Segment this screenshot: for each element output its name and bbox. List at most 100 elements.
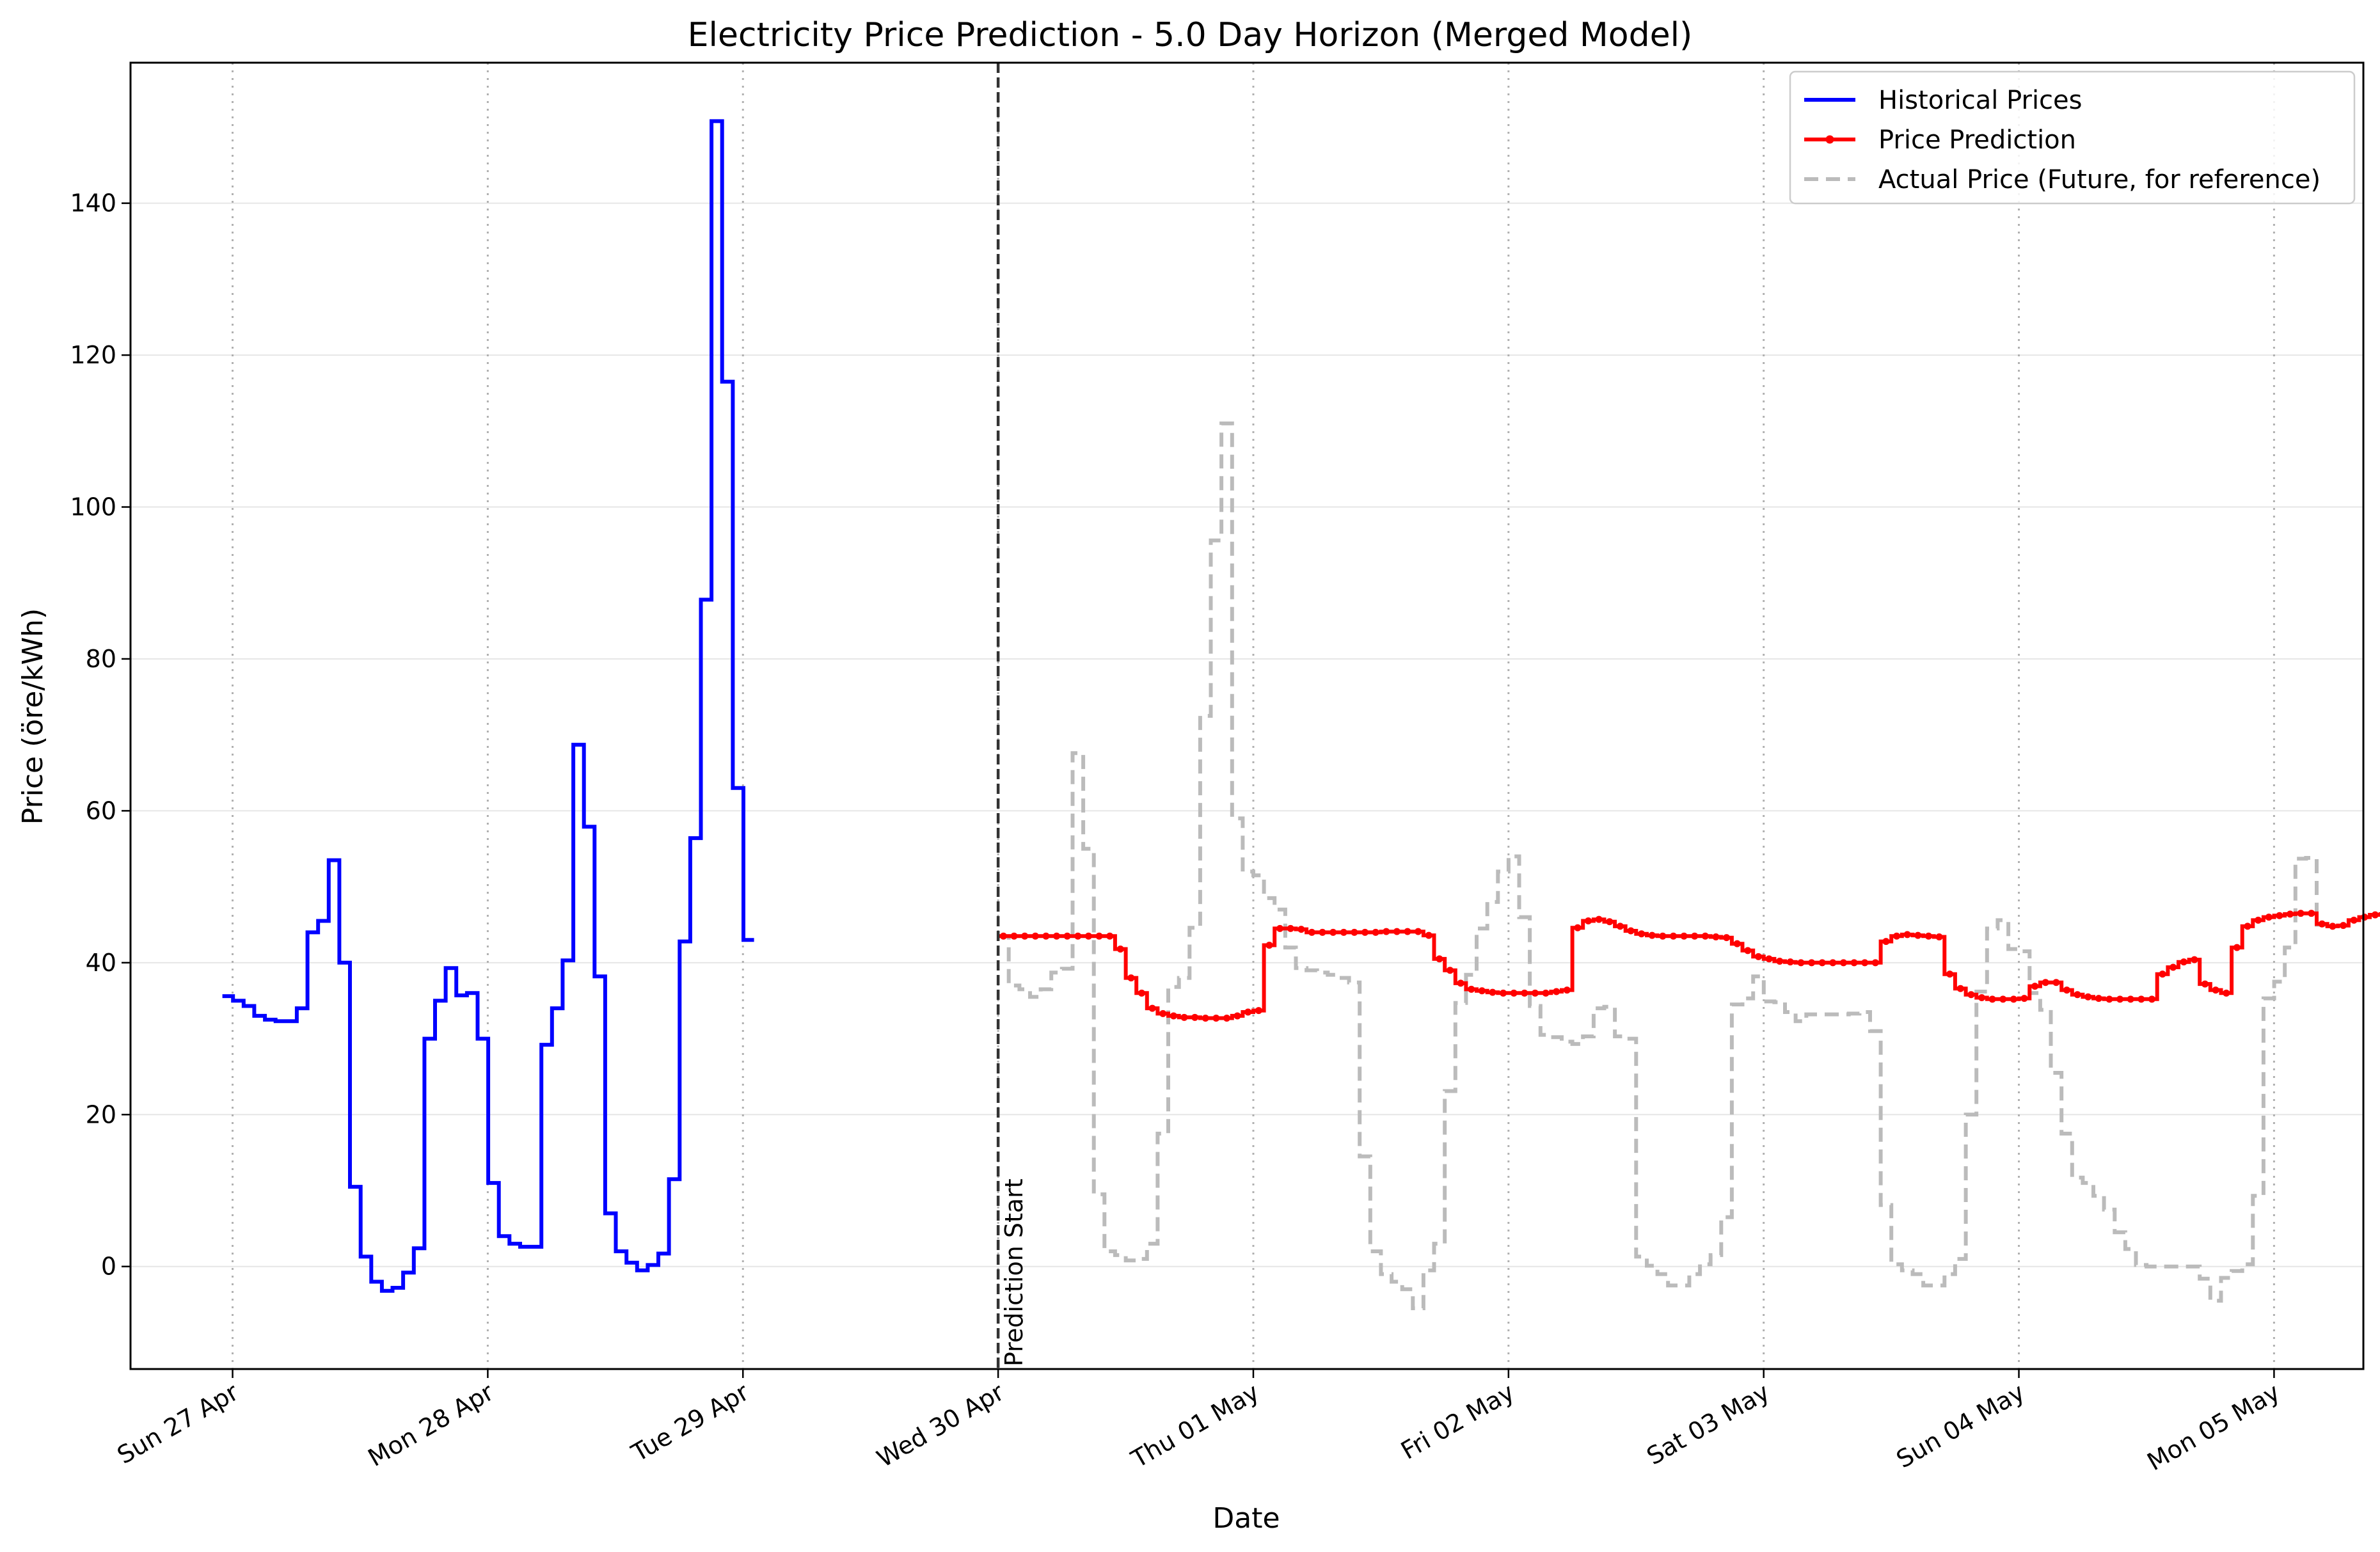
data-point <box>2074 991 2081 999</box>
series-historical-prices <box>222 119 754 1293</box>
y-tick-label: 140 <box>70 189 116 218</box>
data-point <box>1659 932 1667 940</box>
data-point <box>1754 953 1762 960</box>
data-point <box>1553 988 1560 995</box>
data-point <box>1818 959 1826 967</box>
data-point <box>1999 995 2007 1003</box>
data-point <box>1829 959 1837 967</box>
data-point <box>1170 1012 1177 1020</box>
data-point <box>1234 1012 1241 1020</box>
data-point <box>1319 928 1326 936</box>
legend-item: Historical Prices <box>1804 86 2082 115</box>
data-point <box>1839 959 1847 967</box>
data-point <box>1308 928 1315 936</box>
data-point <box>1521 989 1528 997</box>
legend-label: Historical Prices <box>1878 86 2082 115</box>
data-point <box>1127 974 1135 982</box>
data-point <box>1244 1008 1252 1016</box>
data-point <box>1457 979 1464 987</box>
data-point <box>1340 928 1347 936</box>
data-point <box>2276 912 2283 919</box>
data-point <box>2138 995 2145 1003</box>
data-point <box>2223 989 2230 997</box>
data-point <box>2052 979 2060 986</box>
data-point <box>1882 938 1890 946</box>
data-point <box>1393 928 1400 935</box>
data-point <box>1871 959 1879 967</box>
data-point <box>2212 986 2219 994</box>
data-point <box>1627 927 1635 935</box>
y-tick-label: 60 <box>86 796 116 825</box>
data-point <box>1053 932 1061 940</box>
data-point <box>1212 1015 1220 1022</box>
data-point <box>1510 989 1518 997</box>
series-layer <box>222 63 2380 1369</box>
legend-label: Price Prediction <box>1878 125 2076 155</box>
series-actual-price-future-for-reference <box>998 421 2328 1310</box>
data-point <box>1808 959 1816 967</box>
y-tick-label: 120 <box>70 341 116 369</box>
data-point <box>2297 910 2305 917</box>
data-point <box>1287 924 1294 932</box>
data-point <box>1744 947 1752 954</box>
data-point <box>1084 932 1092 940</box>
data-point <box>1574 924 1582 931</box>
data-point <box>1446 967 1454 974</box>
data-point <box>1786 958 1794 966</box>
data-point <box>1712 933 1720 940</box>
data-point <box>2329 922 2336 930</box>
data-point <box>1723 934 1731 942</box>
y-tick-label: 0 <box>101 1253 116 1281</box>
series-line <box>222 119 754 1293</box>
data-point <box>2180 958 2187 966</box>
data-point <box>1765 955 1773 963</box>
data-point <box>1988 995 1996 1003</box>
data-point <box>1415 928 1422 935</box>
data-point <box>1935 933 1943 940</box>
data-point <box>1265 942 1273 949</box>
data-point <box>2010 995 2017 1003</box>
data-point <box>2265 914 2273 921</box>
data-point <box>2170 963 2177 971</box>
legend: Historical Prices Price Prediction Actual … <box>1789 70 2356 205</box>
data-point <box>1063 932 1071 940</box>
data-point <box>1095 932 1103 940</box>
legend-item: Actual Price (Future, for reference) <box>1804 165 2320 194</box>
data-point <box>2031 983 2039 990</box>
y-tick-label: 40 <box>86 949 116 977</box>
data-point <box>2159 970 2166 978</box>
data-point <box>2286 910 2294 918</box>
data-point <box>1648 931 1656 939</box>
data-point <box>2127 995 2134 1003</box>
legend-box <box>1789 70 2356 205</box>
data-point <box>1031 932 1039 940</box>
y-tick-label: 100 <box>70 493 116 521</box>
data-point <box>1850 959 1858 967</box>
data-point <box>1691 932 1699 940</box>
data-point <box>1329 928 1337 936</box>
data-point <box>1563 986 1571 994</box>
data-point <box>1978 994 1985 1001</box>
data-point <box>1680 932 1688 940</box>
data-point <box>1489 988 1496 996</box>
data-point <box>2084 993 2092 1001</box>
data-point <box>1361 928 1369 936</box>
data-point <box>1924 932 1932 940</box>
data-point <box>2202 980 2209 988</box>
data-point <box>1074 932 1082 940</box>
grid-lines <box>131 63 2363 1369</box>
data-point <box>2244 922 2251 930</box>
data-point <box>1946 970 1954 978</box>
data-point <box>1180 1013 1188 1021</box>
data-point <box>2116 995 2124 1003</box>
y-axis-label: Price (öre/kWh) <box>17 608 49 825</box>
data-point <box>2371 911 2379 919</box>
data-point <box>2042 979 2049 986</box>
data-point <box>1404 928 1411 935</box>
data-point <box>1500 989 1507 997</box>
data-point <box>2095 995 2102 1002</box>
legend-marker <box>1825 135 1834 144</box>
data-point <box>1967 991 1975 999</box>
data-point <box>2191 956 2198 963</box>
